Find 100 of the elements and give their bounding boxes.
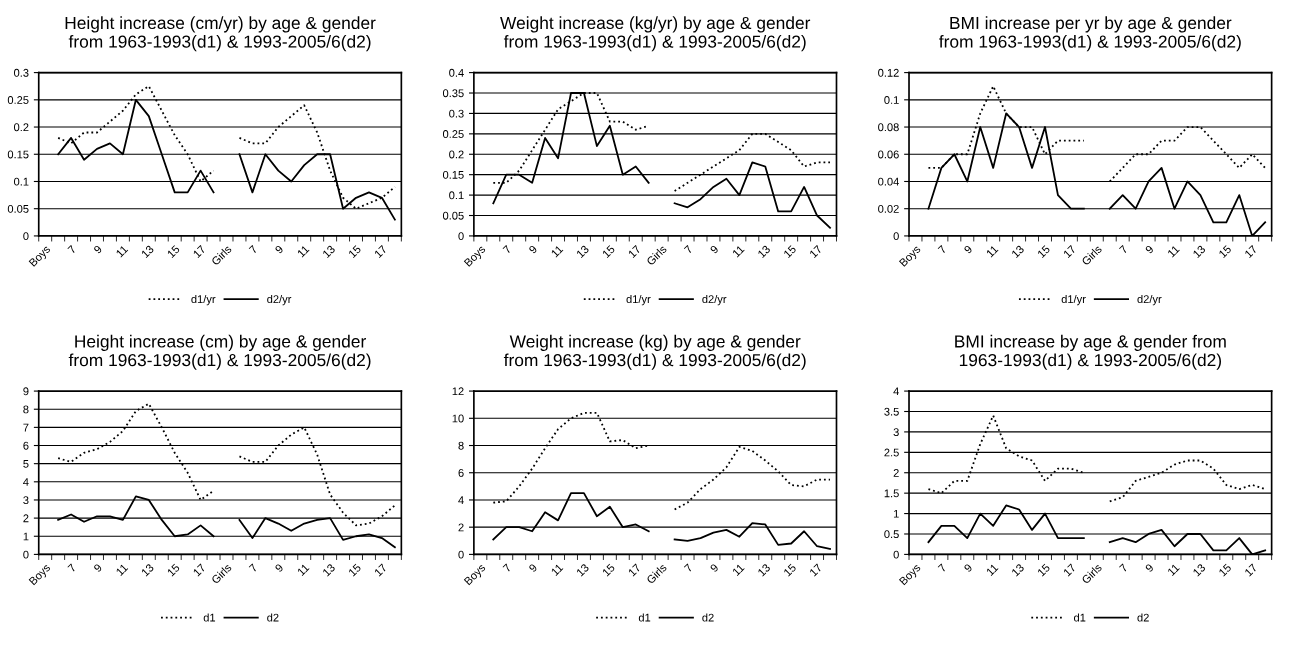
chart-title: Weight increase (kg) by age & gender from 1963-1993(d1) & 1993-2005/6(d2) (503, 334, 806, 370)
y-tick-label: 4 (458, 496, 464, 504)
x-tick-label: 11 (296, 563, 310, 576)
x-tick-label: 13 (757, 563, 771, 577)
y-tick-label: 0.2 (449, 150, 464, 159)
x-tick-label: 7 (67, 244, 77, 254)
x-tick-label: 9 (528, 563, 538, 573)
x-tick-label: Girls (1081, 563, 1103, 585)
y-tick-label: 1 (893, 509, 899, 518)
x-tick-label: 17 (809, 244, 823, 259)
y-tick-label: 0.3 (14, 68, 29, 77)
x-tick-label: 7 (1119, 244, 1128, 254)
x-tick-label: 11 (732, 244, 745, 258)
chart-title: BMI increase by age & gender from 1963-1993(d1) & 1993-2005/6(d2) (955, 334, 1226, 370)
x-tick-label: 7 (937, 563, 947, 573)
x-tick-label: Girls (645, 563, 668, 585)
y-tick-label: 0 (893, 550, 899, 559)
x-tick-label: 15 (166, 244, 181, 259)
legend-label: d1/yr (626, 294, 651, 306)
y-tick-label: 9 (23, 387, 29, 396)
x-tick-label: 13 (757, 244, 771, 259)
x-tick-label: 11 (550, 244, 564, 258)
x-tick-label: 9 (274, 563, 284, 573)
y-tick-label: 0.04 (878, 177, 899, 186)
x-tick-label: 17 (374, 244, 388, 259)
y-tick-label: 0.06 (878, 150, 899, 159)
x-tick-label: 15 (1037, 563, 1051, 577)
x-tick-label: 7 (502, 563, 512, 573)
x-tick-label: 17 (192, 563, 206, 577)
x-tick-label: 7 (248, 244, 258, 254)
x-tick-label: 9 (93, 244, 103, 255)
legend-label: d1 (1073, 613, 1086, 622)
x-tick-label: 9 (93, 563, 103, 573)
y-tick-label: 2 (893, 469, 899, 477)
legend-label: d2/yr (1137, 294, 1162, 306)
legend-label: d2 (702, 613, 714, 622)
y-tick-label: 0 (458, 232, 464, 241)
y-tick-label: 0 (23, 550, 29, 559)
x-tick-label: 17 (192, 244, 206, 259)
chart-title: BMI increase per yr by age & gender from 1963-1993(d1) & 1993-2005/6(d2) (939, 16, 1241, 52)
y-tick-label: 0.2 (14, 123, 29, 132)
y-tick-label: 6 (23, 441, 29, 450)
chart-title: Height increase (cm) by age & gender from 1963-1993(d1) & 1993-2005/6(d2) (68, 334, 371, 370)
x-tick-label: 9 (274, 244, 284, 255)
y-tick-label: 4 (893, 387, 899, 396)
x-tick-label: 7 (502, 244, 512, 254)
x-tick-label: 15 (166, 563, 181, 577)
x-tick-label: 15 (1218, 563, 1232, 577)
x-tick-label: 11 (985, 563, 999, 576)
x-tick-label: 9 (963, 563, 973, 573)
x-tick-label: 13 (576, 244, 590, 259)
x-tick-label: 7 (1119, 563, 1128, 573)
y-tick-label: 8 (23, 405, 29, 414)
y-tick-label: 0.15 (442, 170, 464, 179)
x-tick-label: 7 (683, 244, 693, 254)
x-tick-label: 17 (627, 244, 642, 259)
x-tick-label: 17 (1063, 244, 1077, 259)
y-tick-label: 0.02 (878, 204, 899, 213)
y-tick-label: 0.4 (449, 68, 464, 77)
y-tick-label: 7 (23, 423, 29, 432)
x-tick-label: 11 (1167, 563, 1180, 576)
x-tick-label: 13 (1011, 244, 1025, 259)
x-tick-label: 7 (683, 563, 693, 573)
x-tick-label: 15 (348, 244, 362, 259)
legend-label: d2/yr (267, 294, 292, 306)
x-tick-label: 13 (1192, 244, 1206, 259)
x-tick-label: 15 (1218, 244, 1232, 259)
y-tick-label: 3.5 (884, 407, 899, 416)
x-tick-label: 11 (1167, 244, 1180, 258)
x-tick-label: 17 (809, 563, 823, 577)
x-tick-label: 17 (1244, 563, 1258, 577)
y-tick-label: 0.3 (449, 109, 464, 118)
y-tick-label: 0 (893, 232, 899, 241)
x-tick-label: 13 (322, 244, 336, 259)
x-tick-label: 13 (322, 563, 336, 577)
x-tick-label: 17 (1244, 244, 1258, 259)
x-tick-label: 13 (1011, 563, 1025, 577)
x-tick-label: 17 (1063, 563, 1077, 577)
y-tick-label: 0.25 (7, 96, 29, 104)
x-tick-label: 15 (783, 563, 797, 577)
y-tick-label: 0.05 (442, 211, 464, 220)
chart-title: Weight increase (kg/yr) by age & gender from 1963-1993(d1) & 1993-2005/6(d2) (500, 16, 811, 52)
y-tick-label: 0.5 (884, 530, 899, 539)
x-tick-label: 7 (67, 563, 77, 573)
y-tick-label: 0 (23, 232, 29, 241)
y-tick-label: 0.1 (14, 177, 29, 186)
x-tick-label: 13 (1192, 563, 1206, 577)
legend-label: d1/yr (191, 294, 216, 306)
x-tick-label: 9 (1144, 244, 1154, 255)
y-tick-label: 3 (893, 428, 899, 437)
y-tick-label: 0.05 (7, 204, 29, 213)
x-tick-label: 13 (576, 563, 590, 577)
y-tick-label: 0 (458, 550, 464, 559)
y-tick-label: 12 (452, 387, 464, 396)
y-tick-label: 5 (23, 460, 29, 468)
y-tick-label: 2 (23, 514, 29, 523)
x-tick-label: 9 (1144, 563, 1154, 573)
y-tick-label: 1.5 (884, 489, 899, 498)
x-tick-label: 11 (115, 244, 129, 258)
chart-title: Height increase (cm/yr) by age & gender from 1963-1993(d1) & 1993-2005/6(d2) (65, 16, 376, 52)
